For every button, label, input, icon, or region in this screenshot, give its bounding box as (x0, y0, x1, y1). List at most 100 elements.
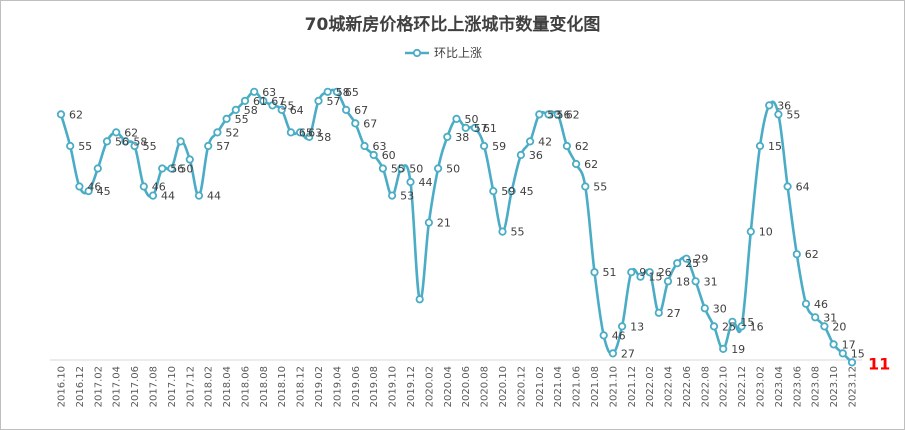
data-point (498, 227, 507, 236)
data-label: 58 (133, 135, 147, 148)
data-point (847, 358, 857, 367)
data-label: 50 (446, 163, 460, 176)
x-tick-label: 2017.02 (93, 366, 104, 407)
data-label: 62 (124, 126, 138, 139)
data-label: 15 (649, 271, 663, 284)
data-point (139, 182, 148, 191)
x-tick-label: 2022.12 (737, 366, 748, 407)
data-label: 9 (639, 266, 646, 279)
data-point (332, 87, 341, 96)
data-point (433, 164, 443, 173)
data-label: 36 (777, 99, 791, 112)
data-point (535, 110, 544, 119)
data-point (470, 123, 479, 133)
data-label: 60 (382, 149, 396, 162)
data-label: 53 (547, 108, 561, 121)
data-point (525, 137, 535, 146)
data-point (792, 250, 801, 259)
data-point (636, 272, 645, 281)
data-point (213, 128, 222, 137)
data-point (167, 164, 176, 173)
data-label: 44 (419, 176, 433, 189)
data-label: 46 (87, 181, 101, 194)
data-label: 15 (768, 140, 782, 153)
data-label: 57 (216, 140, 230, 153)
data-point (820, 322, 829, 331)
data-label: 55 (78, 140, 92, 153)
data-point (746, 227, 755, 236)
data-label: 65 (299, 126, 313, 139)
data-point (673, 259, 682, 268)
data-label: 45 (97, 185, 111, 198)
data-label: 26 (658, 266, 672, 279)
data-label: 53 (400, 190, 414, 203)
data-point (240, 96, 250, 106)
data-point (461, 123, 470, 133)
data-label: 62 (575, 140, 589, 153)
data-point (185, 155, 194, 164)
x-tick-label: 2018.06 (241, 366, 252, 407)
data-label: 57 (327, 95, 341, 108)
data-point (608, 349, 618, 358)
data-label: 21 (437, 217, 451, 230)
data-point (562, 141, 572, 151)
data-label: 62 (805, 248, 819, 261)
data-label: 63 (262, 86, 276, 99)
data-point (801, 299, 811, 308)
data-point (204, 141, 213, 151)
data-label: 20 (832, 320, 846, 333)
data-point (829, 340, 838, 349)
data-point (84, 187, 93, 196)
x-tick-label: 2019.10 (388, 366, 399, 407)
data-label: 67 (363, 117, 377, 130)
data-point (148, 191, 158, 200)
data-point (112, 128, 121, 137)
x-tick-label: 2021.04 (553, 366, 564, 407)
x-tick-label: 2023.12 (848, 366, 859, 407)
data-point (627, 268, 636, 277)
data-label: 44 (161, 190, 175, 203)
data-point (774, 110, 783, 119)
x-tick-label: 2017.04 (112, 366, 123, 407)
data-point (571, 159, 581, 169)
data-label: 25 (685, 257, 699, 270)
data-point (194, 191, 204, 200)
data-point (305, 132, 314, 141)
x-tick-label: 2019.02 (314, 366, 325, 407)
data-point (121, 137, 130, 146)
data-point (654, 308, 663, 317)
data-label: 46 (612, 329, 626, 342)
data-label: 56 (115, 135, 129, 148)
x-tick-label: 2018.08 (259, 366, 270, 407)
data-label: 18 (676, 275, 690, 288)
data-label: 31 (704, 275, 718, 288)
data-label: 16 (750, 320, 764, 333)
data-point (351, 119, 360, 128)
data-point (838, 349, 847, 358)
data-point (691, 277, 700, 286)
data-label: 55 (235, 113, 249, 126)
data-label: 38 (455, 131, 469, 144)
x-tick-label: 2022.10 (719, 366, 730, 407)
x-tick-label: 2018.04 (222, 366, 233, 407)
x-tick-label: 2019.04 (332, 366, 343, 407)
data-point (599, 331, 608, 340)
data-point (66, 141, 75, 151)
x-tick-label: 2019.06 (351, 366, 362, 407)
data-point (443, 132, 452, 141)
x-tick-label: 2021.10 (608, 366, 619, 407)
data-label: 61 (253, 95, 267, 108)
data-label: 64 (290, 104, 304, 117)
data-label: 10 (759, 226, 773, 239)
data-point (728, 317, 737, 326)
data-point (176, 137, 185, 146)
data-label: 45 (520, 185, 534, 198)
legend: 环比上涨 (404, 44, 482, 61)
data-point (709, 322, 719, 331)
x-tick-label: 2023.10 (829, 366, 840, 407)
data-label: 55 (786, 108, 800, 121)
data-label: 56 (557, 108, 571, 121)
data-point (507, 187, 516, 196)
